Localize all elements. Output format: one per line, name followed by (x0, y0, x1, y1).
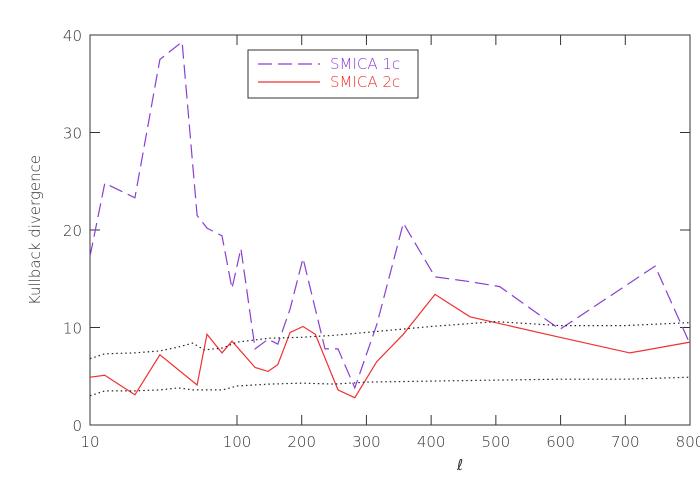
series-line (89, 40, 691, 390)
series-line (89, 293, 691, 399)
y-tick-label: 30 (63, 125, 82, 143)
legend-label: SMICA 2c (330, 73, 400, 91)
legend-box (247, 49, 419, 99)
x-tick-label: 800 (676, 433, 700, 451)
x-axis-label: ℓ (456, 456, 463, 474)
x-tick-label: 600 (546, 433, 575, 451)
y-axis-label: Kullback divergence (26, 155, 44, 305)
series-line (89, 320, 691, 360)
y-tick-label: 40 (63, 27, 82, 45)
y-tick-label: 0 (72, 417, 82, 435)
x-tick-label: 500 (482, 433, 511, 451)
x-tick-label: 10 (80, 433, 99, 451)
series-line (89, 376, 691, 397)
x-tick-label: 300 (352, 433, 381, 451)
legend-label: SMICA 1c (330, 55, 400, 73)
x-tick-label: 100 (223, 433, 252, 451)
x-tick-label: 400 (417, 433, 446, 451)
x-tick-label: 700 (611, 433, 640, 451)
y-tick-label: 20 (63, 222, 82, 240)
y-tick-label: 10 (63, 320, 82, 338)
x-tick-label: 200 (287, 433, 316, 451)
